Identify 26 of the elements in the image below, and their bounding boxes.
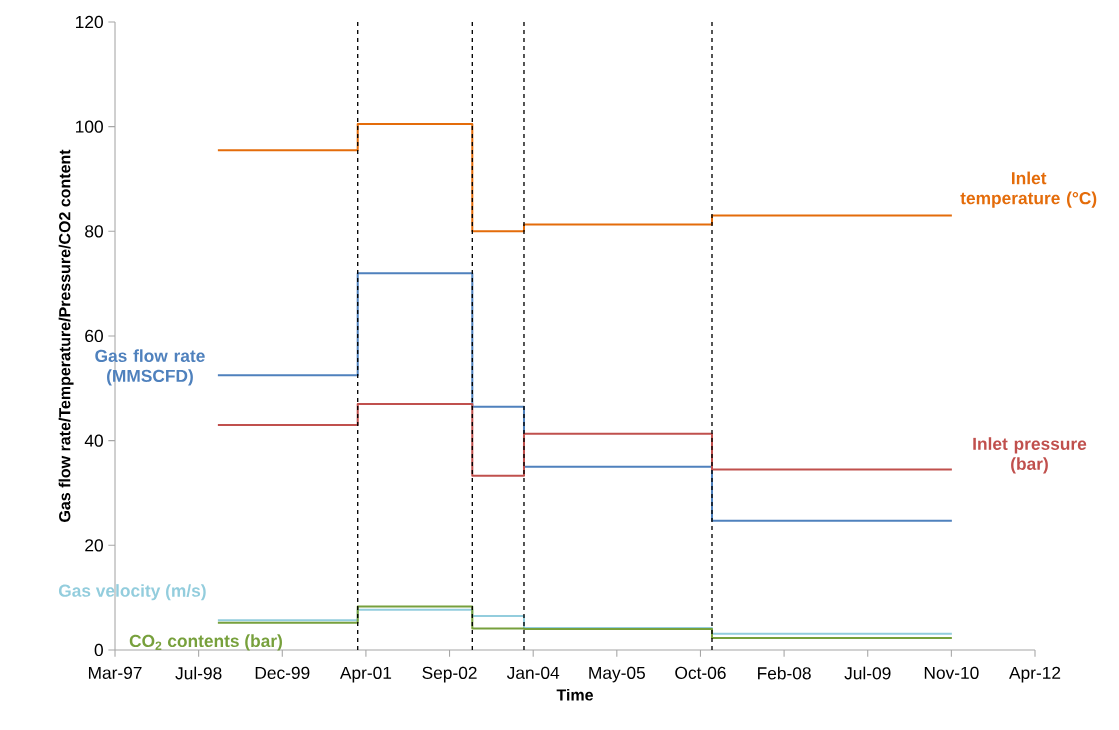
y-tick-label: 60 [85, 329, 103, 343]
x-tick-label: Mar-97 [88, 666, 142, 679]
x-tick-label: Oct-06 [675, 666, 726, 679]
x-tick-label: Sep-02 [422, 666, 477, 683]
x-tick-label: Jan-04 [506, 666, 560, 679]
y-tick-label: 120 [76, 15, 103, 29]
x-tick-label: Jul-09 [844, 666, 891, 680]
series-label: Gas velocity (m/s) [58, 584, 206, 601]
y-axis-title: Gas flow rate/Temperature/Pressure/CO2 content [58, 149, 74, 522]
x-axis-title: Time [556, 688, 593, 701]
y-tick-label: 40 [84, 434, 103, 447]
y-tick-label: 80 [85, 225, 103, 238]
x-tick-label: Nov-10 [924, 666, 979, 679]
x-tick-label: Jul-98 [175, 666, 222, 680]
series-label: Inlet temperature (°C) [960, 171, 1097, 208]
x-tick-label: Dec-99 [255, 666, 310, 679]
x-tick-label: Apr-12 [1009, 666, 1061, 683]
y-tick-label: 20 [85, 539, 103, 552]
series-label: CO$_{2}$ contents (bar) [129, 634, 282, 651]
y-tick-label: 100 [76, 120, 103, 133]
x-tick-label: May-05 [589, 666, 645, 683]
y-tick-label: 0 [94, 643, 103, 657]
x-tick-label: Feb-08 [758, 666, 811, 680]
series-label: Gas flow rate (MMSCFD) [95, 349, 205, 386]
x-tick-label: Apr-01 [339, 666, 392, 683]
series-label: Inlet pressure (bar) [973, 437, 1087, 474]
